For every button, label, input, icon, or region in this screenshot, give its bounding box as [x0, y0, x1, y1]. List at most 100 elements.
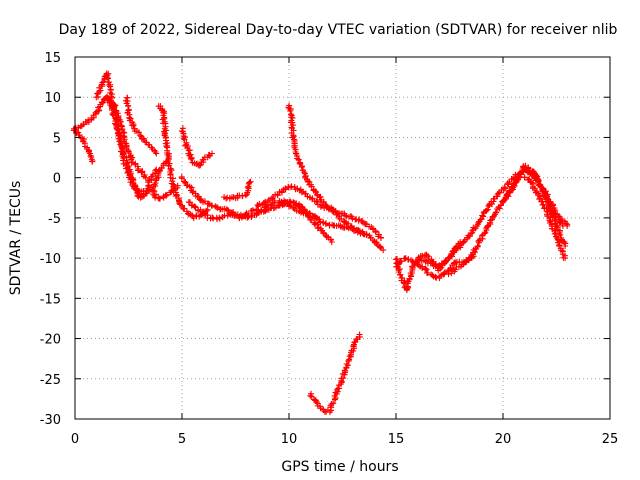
series-arc-4: [104, 94, 149, 181]
data-point: [441, 270, 448, 277]
series-arc-11: [221, 178, 254, 202]
data-point: [469, 227, 476, 234]
data-point: [107, 97, 114, 104]
data-point: [137, 194, 144, 201]
data-point: [559, 222, 566, 229]
data-point: [342, 212, 348, 219]
data-point: [496, 205, 503, 212]
data-point: [247, 178, 254, 185]
data-point: [349, 215, 356, 222]
data-point: [181, 205, 188, 212]
data-point: [124, 147, 131, 154]
data-point: [397, 271, 403, 278]
y-tick-label: 5: [53, 131, 61, 146]
data-point: [481, 230, 488, 237]
data-point: [345, 358, 352, 364]
data-point: [209, 150, 215, 157]
data-point: [188, 202, 195, 209]
data-point: [130, 122, 137, 129]
data-point: [163, 192, 170, 199]
y-tick-label: -20: [40, 333, 61, 348]
data-point: [210, 215, 217, 222]
data-point: [151, 181, 158, 188]
x-tick-label: 0: [71, 432, 79, 447]
data-point: [398, 258, 405, 265]
data-point: [178, 175, 185, 182]
data-point: [324, 203, 331, 210]
data-point: [495, 190, 502, 197]
series-arc-12: [254, 183, 384, 241]
data-point: [528, 179, 535, 186]
data-point: [135, 129, 142, 136]
data-point: [295, 156, 302, 163]
data-point: [313, 214, 320, 221]
data-point: [201, 210, 208, 217]
data-point: [551, 231, 558, 237]
data-point: [502, 195, 509, 202]
data-point: [543, 205, 550, 212]
y-tick-label: -5: [48, 212, 61, 227]
data-point: [314, 199, 321, 205]
plot-frame: [74, 56, 611, 420]
data-point: [323, 220, 329, 227]
data-point: [245, 211, 252, 217]
data-point: [346, 353, 353, 360]
data-point: [134, 192, 141, 199]
chart-title: Day 189 of 2022, Sidereal Day-to-day VTE…: [59, 22, 618, 38]
data-point: [562, 255, 569, 262]
data-point: [135, 167, 141, 174]
data-point: [105, 82, 112, 88]
data-point: [445, 271, 452, 278]
data-point: [169, 175, 176, 182]
data-point: [422, 265, 429, 272]
data-point: [341, 219, 348, 226]
data-point: [256, 200, 263, 207]
data-point: [424, 269, 431, 276]
data-point: [238, 214, 245, 221]
data-point: [394, 255, 400, 262]
data-point: [400, 279, 407, 286]
data-point: [153, 150, 160, 157]
data-point: [493, 209, 500, 216]
data-point: [107, 86, 114, 93]
series-arc-15: [307, 331, 363, 416]
data-point: [99, 79, 106, 86]
data-point: [562, 220, 569, 227]
data-point: [188, 155, 195, 162]
data-point: [204, 206, 211, 213]
data-point: [502, 184, 508, 191]
data-point: [442, 269, 448, 276]
data-point: [242, 192, 249, 199]
data-point: [328, 239, 335, 245]
x-tick-labels: 0 5 10 15 20 25: [71, 57, 618, 447]
series-arc-21: [521, 174, 569, 262]
series-arc-13: [276, 198, 335, 245]
data-point: [92, 109, 99, 116]
y-tick-label: 10: [44, 91, 61, 106]
data-point: [209, 202, 216, 209]
data-point: [111, 101, 118, 108]
data-point: [403, 283, 410, 290]
data-point: [500, 187, 507, 193]
data-point: [372, 228, 379, 235]
data-point: [535, 178, 542, 185]
data-point: [201, 198, 208, 205]
y-tick-label: -10: [40, 252, 61, 267]
data-point: [480, 213, 487, 220]
data-point: [196, 162, 203, 169]
data-point: [197, 161, 204, 168]
data-point: [181, 136, 188, 143]
data-point: [562, 243, 569, 249]
data-point: [125, 169, 132, 175]
data-point: [139, 168, 146, 175]
y-tick-label: -15: [40, 292, 61, 307]
data-point: [537, 195, 543, 202]
data-point: [298, 164, 305, 171]
data-point: [163, 191, 170, 198]
data-point: [313, 198, 320, 205]
data-point: [163, 143, 170, 150]
x-tick-label: 25: [602, 432, 619, 447]
data-point: [350, 342, 357, 349]
data-point: [540, 201, 547, 208]
data-point: [549, 210, 556, 217]
